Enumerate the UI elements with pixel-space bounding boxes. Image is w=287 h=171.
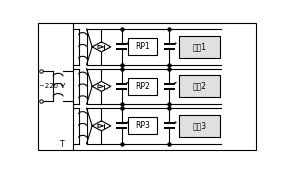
Text: RP3: RP3 bbox=[135, 121, 150, 130]
Text: RP2: RP2 bbox=[135, 82, 150, 91]
Text: ~220 V: ~220 V bbox=[39, 83, 65, 89]
Bar bbox=[179, 115, 220, 137]
Bar bbox=[128, 78, 157, 95]
Bar bbox=[179, 75, 220, 97]
Text: RP1: RP1 bbox=[135, 42, 150, 51]
Bar bbox=[128, 117, 157, 134]
Text: T: T bbox=[60, 140, 65, 149]
Bar bbox=[179, 36, 220, 58]
Text: 系瀱1: 系瀱1 bbox=[193, 42, 207, 51]
Text: 系瀱2: 系瀱2 bbox=[193, 82, 207, 91]
Text: 系瀱3: 系瀱3 bbox=[193, 121, 207, 130]
Bar bbox=[128, 38, 157, 55]
